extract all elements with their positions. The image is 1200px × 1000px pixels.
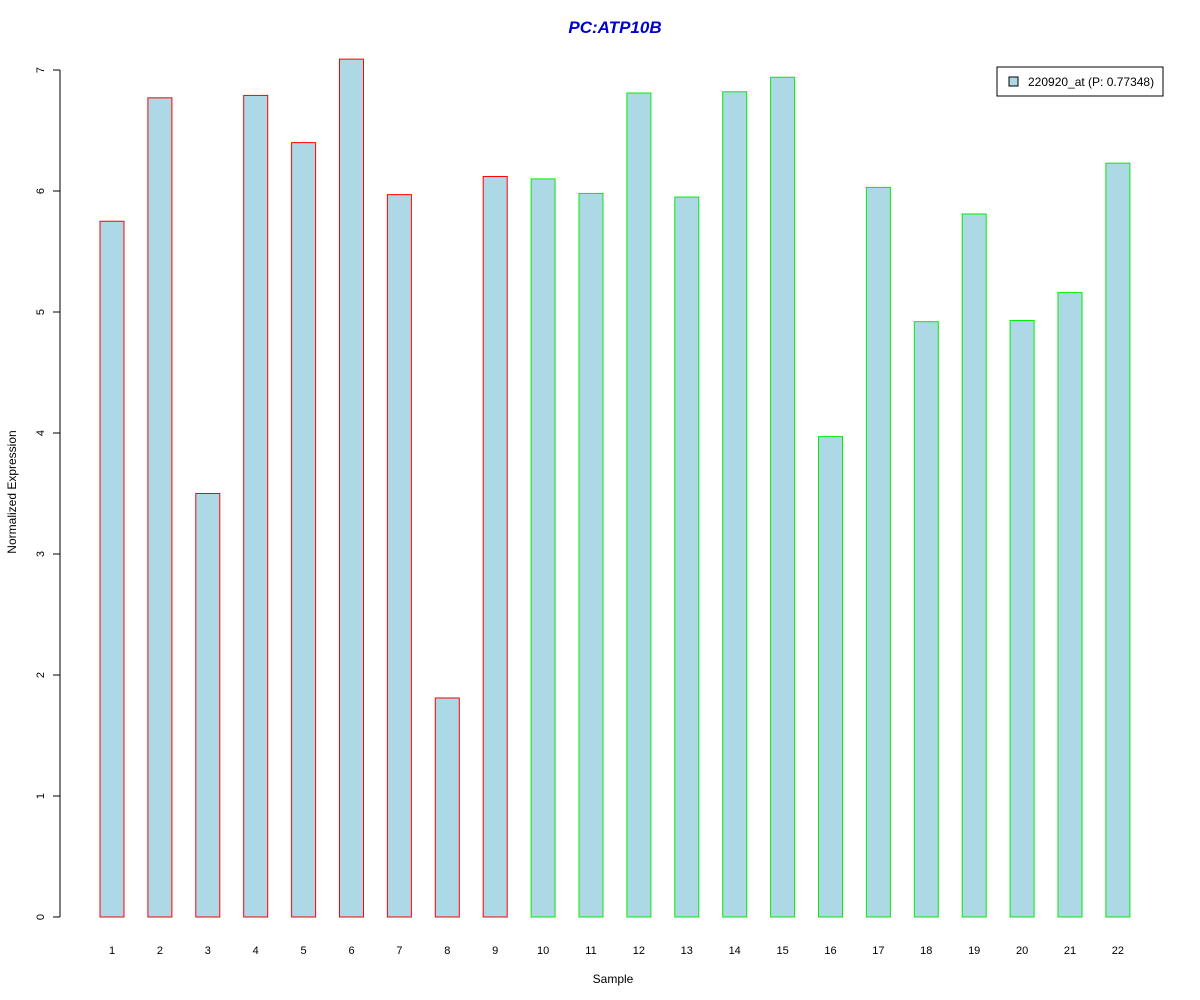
x-tick-label: 8	[444, 945, 450, 957]
x-axis-label: Sample	[593, 972, 634, 986]
x-axis-tick-labels: 1 2 3 4 5 6 7 8 9 10 11 12 13 14 15 16 17 18 19 20 21 22	[109, 945, 1124, 957]
bar-sample-19	[961, 213, 987, 918]
y-tick-label: 6	[35, 188, 47, 194]
x-tick-label: 1	[109, 945, 115, 957]
x-tick-label: 12	[633, 945, 645, 957]
x-tick-label: 20	[1016, 945, 1028, 957]
x-tick-label: 9	[492, 945, 498, 957]
bar-sample-8	[434, 697, 460, 918]
bar-sample-12	[626, 92, 652, 918]
x-tick-label: 7	[396, 945, 402, 957]
legend-swatch	[1008, 76, 1019, 87]
x-tick-label: 13	[681, 945, 693, 957]
bar-sample-18	[913, 321, 939, 918]
y-tick-label: 4	[35, 430, 47, 436]
y-tick-label: 7	[35, 67, 47, 73]
x-tick-label: 21	[1064, 945, 1076, 957]
legend-entry: 220920_at (P: 0.77348)	[1028, 75, 1154, 89]
bar-sample-21	[1057, 292, 1083, 918]
y-tick-label: 0	[35, 914, 47, 920]
y-axis: 0 1 2 3 4 5 6 7	[35, 67, 61, 920]
x-tick-label: 18	[920, 945, 932, 957]
x-tick-label: 11	[585, 945, 596, 957]
bar-sample-9	[482, 175, 508, 918]
x-tick-label: 19	[968, 945, 980, 957]
x-tick-label: 2	[157, 945, 163, 957]
legend-box	[996, 66, 1164, 97]
x-tick-label: 10	[537, 945, 549, 957]
bar-sample-3	[195, 493, 221, 918]
x-tick-label: 16	[824, 945, 836, 957]
bar-sample-11	[578, 192, 604, 918]
bar-sample-17	[865, 186, 891, 918]
x-tick-label: 15	[776, 945, 788, 957]
y-tick-label: 3	[35, 551, 47, 557]
bar-sample-20	[1009, 319, 1035, 918]
bar-sample-6	[339, 58, 364, 918]
y-tick-label: 2	[35, 672, 47, 678]
y-tick-label: 5	[35, 309, 47, 315]
bar-sample-15	[770, 76, 796, 918]
legend: 220920_at (P: 0.77348)	[996, 66, 1164, 97]
bar-sample-7	[386, 194, 412, 918]
bar-sample-5	[291, 142, 317, 918]
x-tick-label: 14	[729, 945, 741, 957]
bar-sample-13	[674, 196, 700, 918]
x-tick-label: 3	[205, 945, 211, 957]
bar-sample-10	[530, 178, 556, 918]
bar-sample-4	[243, 94, 269, 918]
x-tick-label: 22	[1112, 945, 1124, 957]
bar-sample-2	[147, 97, 173, 918]
x-tick-label: 17	[872, 945, 884, 957]
bar-sample-14	[722, 91, 748, 918]
bar-sample-22	[1105, 162, 1131, 918]
y-tick-label: 1	[35, 793, 47, 799]
bar-sample-1	[99, 220, 125, 918]
bars	[99, 58, 1131, 918]
x-tick-label: 6	[348, 945, 354, 957]
x-tick-label: 4	[253, 945, 259, 957]
bar-sample-16	[818, 436, 843, 918]
x-tick-label: 5	[301, 945, 307, 957]
chart-title: PC:ATP10B	[568, 18, 662, 37]
y-axis-label: Normalized Expression	[5, 430, 19, 553]
